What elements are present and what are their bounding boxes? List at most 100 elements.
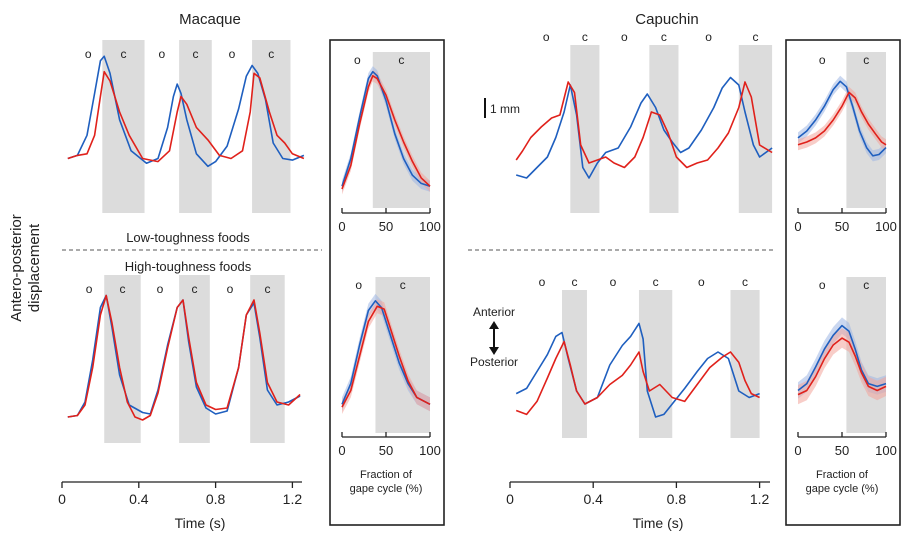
capuchin-time-chart: o c o c o c o c o c o c 0 0.4 0.8 1.2 Time (s) [506,30,773,531]
series-line-red [515,81,773,169]
series-line-blue [797,324,887,392]
x-tick-label: 0 [338,443,345,458]
x-axis-label-line2: gape cycle (%) [806,483,879,495]
phase-label-open: o [354,53,361,67]
x-axis-label-line1: Fraction of [816,469,869,481]
x-tick-label: 50 [379,219,393,234]
phase-label-open: o [157,282,164,296]
phase-label-close: c [400,278,406,292]
x-tick-label: 0.4 [129,491,149,507]
x-tick-label: 0 [794,443,801,458]
phase-label-close: c [863,53,869,67]
closing-phase-band [846,52,886,208]
x-axis-label-line1: Fraction of [360,469,413,481]
phase-label-close: c [120,47,126,61]
phase-label-close: c [752,30,758,44]
posterior-label: Posterior [470,355,518,369]
phase-label-close: c [742,275,748,289]
direction-arrow-icon [489,321,499,355]
x-tick-label: 0 [506,491,514,507]
inset-frame-macaque [329,39,445,526]
phase-label-open: o [819,53,826,67]
phase-label-close: c [653,275,659,289]
x-tick-label: 1.2 [750,491,770,507]
series-line-blue [515,76,773,179]
phase-label-close: c [571,275,577,289]
inset-frame-capuchin [785,39,901,526]
x-tick-label: 0.8 [206,491,226,507]
y-axis-label: Antero-posterior displacement [8,214,43,322]
closing-phase-band [250,275,285,443]
closing-phase-band [252,40,291,213]
phase-label-open: o [227,282,234,296]
series-line-red [67,70,305,163]
phase-label-open: o [229,47,236,61]
phase-label-open: o [698,275,705,289]
x-tick-label: 50 [379,443,393,458]
divider-label-high: High-toughness foods [125,259,252,274]
divider-label-low: Low-toughness foods [126,230,250,245]
phase-label-close: c [863,278,869,292]
scalebar-label: 1 mm [490,102,520,116]
x-tick-label: 100 [875,219,897,234]
series-band-red [798,328,886,405]
x-tick-label: 0 [794,219,801,234]
phase-label-open: o [158,47,165,61]
x-tick-label: 1.2 [283,491,303,507]
title-macaque: Macaque [179,11,241,28]
y-axis-label-line1: Antero-posterior [8,214,25,322]
closing-phase-band [375,277,430,433]
series-line-red [341,305,431,408]
series-line-blue [515,322,760,418]
macaque-time-chart: o c o c o c o c o c o c 0 0.4 0.8 1.2 Time (s) [58,40,305,531]
title-capuchin: Capuchin [635,11,698,28]
x-tick-label: 100 [419,443,441,458]
phase-label-close: c [582,30,588,44]
x-tick-label: 50 [835,443,849,458]
series-band-red [342,299,430,414]
phase-label-open: o [85,47,92,61]
x-tick-label: 50 [835,219,849,234]
x-tick-label: 0 [338,219,345,234]
y-axis-label-line2: displacement [26,223,43,312]
phase-label-open: o [543,30,550,44]
phase-label-close: c [264,282,270,296]
closing-phase-band [102,40,145,213]
closing-phase-band [562,290,587,438]
closing-phase-band [570,45,600,213]
x-tick-label: 0.8 [667,491,687,507]
phase-label-open: o [539,275,546,289]
phase-label-open: o [86,282,93,296]
series-line-red [797,337,887,396]
phase-label-close: c [192,47,198,61]
x-axis-label-line2: gape cycle (%) [350,483,423,495]
phase-label-open: o [621,30,628,44]
anterior-label: Anterior [473,305,515,319]
closing-phase-band [730,290,760,438]
phase-label-close: c [119,282,125,296]
series-line-blue [797,80,887,157]
phase-label-open: o [355,278,362,292]
series-line-red [515,340,760,416]
series-line-red [67,294,301,421]
x-tick-label: 100 [875,443,897,458]
phase-label-open: o [705,30,712,44]
x-axis-label: Time (s) [633,515,684,531]
x-axis-label: Time (s) [175,515,226,531]
x-tick-label: 0 [58,491,66,507]
phase-label-close: c [661,30,667,44]
x-tick-label: 0.4 [583,491,603,507]
series-line-red [797,91,887,146]
